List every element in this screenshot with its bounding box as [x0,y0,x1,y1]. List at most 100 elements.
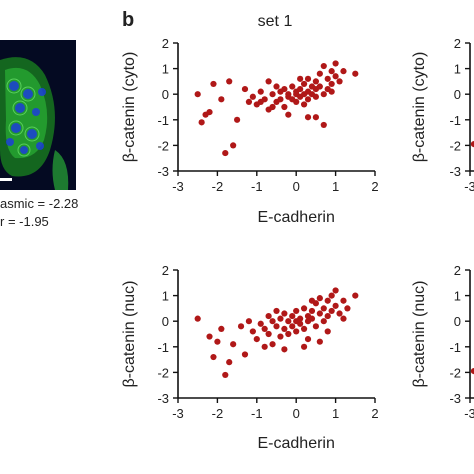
x-tick-label: -2 [212,406,224,421]
data-point [293,307,300,315]
data-point [312,93,319,100]
data-point [241,351,249,358]
data-point [234,116,241,123]
data-point [257,98,264,105]
x-axis-label: E-cadherin [258,435,335,452]
data-point [312,114,319,121]
y-tick-label: 2 [162,36,169,51]
data-point [241,85,249,93]
data-point [257,320,264,327]
y-tick-label: -3 [449,164,461,179]
scatter-panel-3: 2 1 0 -1 -2 -3-3 β-catenin (cyto) [411,36,474,194]
data-point [308,307,316,315]
x-tick-label: -3 [464,406,474,421]
data-point [340,315,347,322]
data-point [332,60,339,67]
data-point [297,85,304,93]
data-point [320,62,327,70]
data-point [324,297,331,304]
data-point [253,336,260,343]
data-point [320,305,327,312]
data-point [281,325,288,332]
data-point [230,142,237,149]
data-point [202,111,209,118]
y-tick-label: 1 [162,289,169,304]
data-point [257,88,264,95]
data-point [316,338,323,345]
y-axis-label: β-catenin (nuc) [121,280,138,387]
data-point [297,320,304,327]
data-point [277,315,284,322]
data-point [293,328,300,335]
y-tick-label: -1 [449,340,461,355]
x-tick-label: 0 [293,179,300,194]
data-point [194,315,201,322]
y-tick-label: -1 [157,340,169,355]
x-tick-label: 2 [371,179,378,194]
data-point [328,80,335,88]
data-point [316,310,323,317]
panel-letter: b [122,9,134,31]
data-point [352,292,359,299]
data-point [316,295,323,302]
data-point [328,68,335,75]
data-point [316,70,323,77]
data-point [308,315,316,322]
data-point [277,333,284,340]
data-point [308,297,316,304]
x-axis-label: E-cadherin [258,209,335,226]
data-point [261,325,268,332]
data-point [277,96,284,103]
data-point [320,318,327,325]
data-point [470,368,474,375]
data-point [281,103,288,111]
y-tick-label: 2 [162,263,169,278]
data-point [269,91,276,98]
data-point [289,312,296,320]
x-tick-label: 1 [332,179,339,194]
data-point [304,336,312,343]
data-point [249,328,256,335]
data-point [249,93,256,100]
data-point [218,325,225,332]
data-point [300,305,308,312]
data-point [226,359,233,366]
data-point [470,141,474,148]
y-axis-label: β-catenin (cyto) [411,52,428,163]
data-point [352,70,359,77]
y-tick-label: -2 [449,138,461,153]
annotation-r: r = -1.95 [0,214,49,229]
y-tick-label: 1 [162,62,169,77]
y-tick-label: 0 [162,314,169,329]
set-title: set 1 [258,13,293,30]
scatter-panel-1: 2 1 0 -1 -2 -3-3 -2 -1 0 1 2 β-catenin (cyto) E-cadh… [121,36,379,226]
y-tick-label: -1 [157,113,169,128]
data-point [273,323,280,330]
x-tick-label: -3 [172,406,184,421]
data-point [336,78,343,85]
data-point [222,149,229,157]
data-point [344,305,351,312]
y-tick-label: -3 [157,164,169,179]
data-point [332,302,339,309]
data-point [245,98,253,105]
data-point [324,312,331,320]
y-tick-label: -2 [157,365,169,380]
y-tick-label: 1 [454,62,461,77]
x-tick-label: 0 [293,406,300,421]
data-point [320,121,327,129]
data-point [289,323,296,330]
y-axis-label: β-catenin (nuc) [411,280,428,387]
data-point [289,83,296,90]
y-tick-label: 0 [454,87,461,102]
y-tick-label: -2 [449,365,461,380]
data-point [273,307,280,315]
data-point [210,80,217,88]
annotation-cytoplasmic: asmic = -2.28 [0,196,78,211]
data-point [300,80,308,88]
scatter-panel-2: 2 1 0 -1 -2 -3-3 -2 -1 0 1 2 β-catenin (nuc) E-cadhe… [121,263,379,452]
x-tick-label: -3 [172,179,184,194]
data-point [214,338,221,345]
data-point [237,323,245,330]
data-point [261,343,268,350]
